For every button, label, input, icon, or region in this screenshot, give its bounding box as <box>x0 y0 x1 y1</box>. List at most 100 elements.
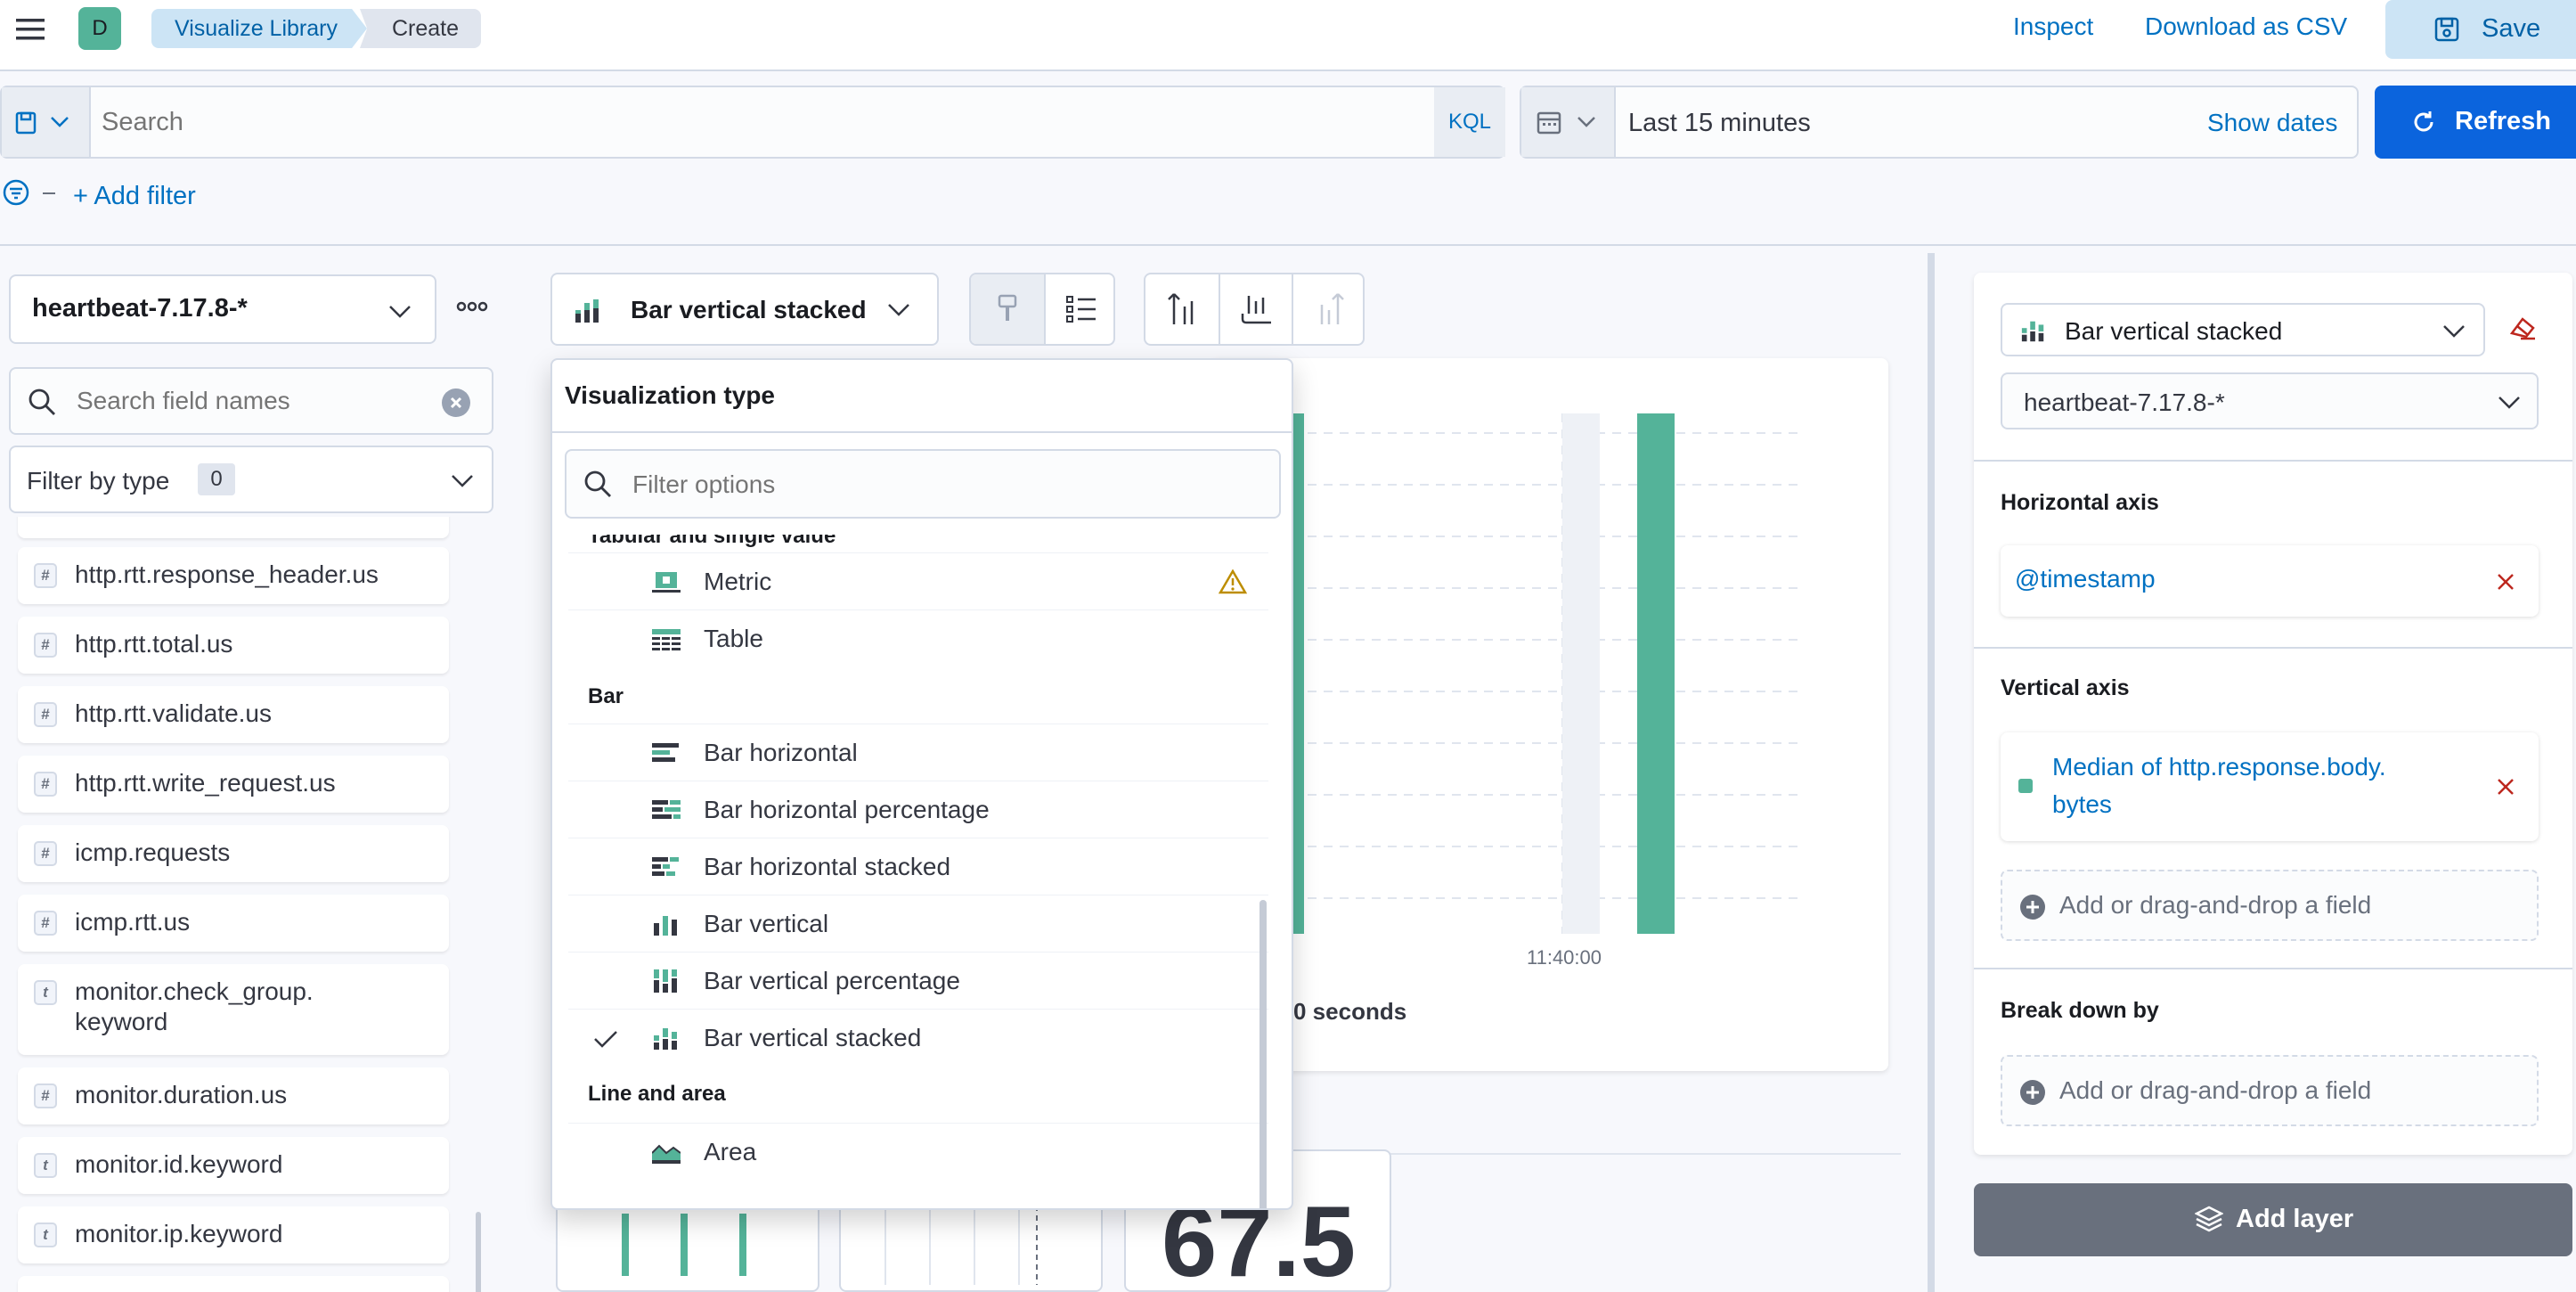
field-item[interactable]: # icmp.rtt.us <box>18 895 449 952</box>
save-button[interactable]: Save <box>2385 0 2576 59</box>
number-type-icon: # <box>34 911 57 936</box>
dimension-label[interactable]: @timestamp <box>2015 565 2156 593</box>
field-item[interactable] <box>18 517 449 538</box>
dropdown-scrollbar[interactable] <box>1259 900 1267 1208</box>
option-bar-vertical[interactable]: Bar vertical <box>568 895 1268 952</box>
field-item[interactable]: t monitor.ip.keyword <box>18 1206 449 1263</box>
quick-select-button[interactable] <box>1521 87 1616 157</box>
index-pattern-picker[interactable]: heartbeat-7.17.8-* <box>9 274 436 344</box>
eraser-icon[interactable] <box>2508 314 2537 342</box>
string-type-icon: t <box>34 980 57 1005</box>
saved-query-menu[interactable] <box>2 87 91 157</box>
field-name: http.rtt.response_header.us <box>75 560 379 588</box>
filter-options-input[interactable] <box>632 463 1256 506</box>
option-bar-horizontal[interactable]: Bar horizontal <box>568 724 1268 781</box>
layer-index-pattern-label: heartbeat-7.17.8-* <box>2024 388 2225 416</box>
bottom-axis-button[interactable] <box>1219 274 1292 344</box>
kql-language-toggle[interactable]: KQL <box>1434 87 1505 157</box>
option-label: Bar horizontal stacked <box>704 853 951 880</box>
field-item[interactable]: # http.rtt.total.us <box>18 617 449 674</box>
chart-bar <box>1293 413 1304 934</box>
bar-vertical-stacked-icon <box>2021 321 2044 342</box>
number-type-icon: # <box>34 633 57 658</box>
field-search-input[interactable] <box>77 380 424 422</box>
more-options-icon[interactable] <box>456 301 488 312</box>
panel-resize-handle[interactable] <box>1928 253 1935 1292</box>
filter-by-type-button[interactable]: Filter by type 0 <box>9 446 493 513</box>
option-bar-horizontal-stacked[interactable]: Bar horizontal stacked <box>568 838 1268 895</box>
number-type-icon: # <box>34 1083 57 1108</box>
field-item[interactable]: # icmp.requests <box>18 825 449 882</box>
field-name: monitor.duration.us <box>75 1081 288 1108</box>
option-bar-horizontal-percentage[interactable]: Bar horizontal percentage <box>568 781 1268 838</box>
dimension-label[interactable]: Median of http.response.body. bytes <box>2052 753 2386 818</box>
search-input[interactable] <box>102 100 1420 144</box>
dropzone-label: Add or drag-and-drop a field <box>2059 891 2372 919</box>
option-bar-vertical-stacked[interactable]: Bar vertical stacked <box>568 1009 1268 1066</box>
show-dates-link[interactable]: Show dates <box>2207 109 2338 136</box>
filter-options-search[interactable] <box>565 449 1281 519</box>
breadcrumb-visualize-library[interactable]: Visualize Library <box>151 9 367 48</box>
warning-icon <box>1219 569 1247 594</box>
left-axis-button[interactable] <box>1145 274 1219 344</box>
field-name: http.rtt.validate.us <box>75 699 273 727</box>
series-color-swatch[interactable] <box>2018 779 2033 793</box>
divider <box>1974 968 2572 969</box>
field-list-scrollbar[interactable] <box>476 1212 481 1292</box>
chevron-down-icon <box>888 304 909 316</box>
divider <box>1974 460 2572 462</box>
download-csv-link[interactable]: Download as CSV <box>2145 12 2348 40</box>
layer-chart-type-select[interactable]: Bar vertical stacked <box>2001 303 2485 356</box>
filter-menu-icon[interactable] <box>2 178 30 207</box>
field-item[interactable] <box>18 1276 449 1292</box>
space-avatar[interactable]: D <box>78 7 121 50</box>
field-item[interactable]: # http.rtt.response_header.us <box>18 547 449 604</box>
option-label: Metric <box>704 568 772 595</box>
chart-type-switcher[interactable]: Bar vertical stacked <box>550 273 939 346</box>
option-bar-vertical-percentage[interactable]: Bar vertical percentage <box>568 952 1268 1009</box>
field-item[interactable]: # monitor.duration.us <box>18 1067 449 1124</box>
option-metric[interactable]: Metric <box>568 552 1268 609</box>
right-axis-button[interactable] <box>1292 274 1365 344</box>
option-label: Table <box>704 625 763 652</box>
bar-vertical-stacked-icon <box>575 299 599 323</box>
field-item[interactable]: t monitor.check_group. keyword <box>18 964 449 1055</box>
field-name: monitor.check_group. keyword <box>75 977 314 1035</box>
visual-options-button[interactable] <box>971 274 1044 344</box>
close-icon[interactable] <box>2496 777 2515 797</box>
add-layer-label: Add layer <box>2236 1205 2354 1233</box>
horizontal-axis-dimension[interactable]: @timestamp <box>2001 545 2539 617</box>
field-name: monitor.ip.keyword <box>75 1220 283 1247</box>
number-type-icon: # <box>34 841 57 866</box>
option-area[interactable]: Area <box>568 1123 1268 1180</box>
add-layer-button[interactable]: Add layer <box>1974 1183 2572 1256</box>
field-item[interactable]: # http.rtt.write_request.us <box>18 756 449 813</box>
field-list-panel: heartbeat-7.17.8-* Filter by type 0 # htt… <box>0 248 520 1292</box>
menu-icon[interactable] <box>14 16 46 43</box>
field-item[interactable]: t monitor.id.keyword <box>18 1137 449 1194</box>
number-type-icon: # <box>34 772 57 797</box>
field-search[interactable] <box>9 367 493 435</box>
legend-options-button[interactable] <box>1044 274 1115 344</box>
vertical-axis-heading: Vertical axis <box>2001 675 2130 700</box>
breadcrumb-create: Create <box>360 9 481 48</box>
divider <box>1974 647 2572 649</box>
bar-horizontal-icon <box>652 743 679 762</box>
refresh-button[interactable]: Refresh <box>2375 86 2576 159</box>
layer-config-panel: Bar vertical stacked heartbeat-7.17.8-* … <box>1974 273 2572 1155</box>
add-vertical-field-dropzone[interactable]: Add or drag-and-drop a field <box>2001 870 2539 941</box>
chevron-down-icon <box>51 117 69 127</box>
add-breakdown-field-dropzone[interactable]: Add or drag-and-drop a field <box>2001 1055 2539 1126</box>
inspect-link[interactable]: Inspect <box>2013 12 2094 40</box>
layer-index-pattern-select[interactable]: heartbeat-7.17.8-* <box>2001 372 2539 429</box>
vertical-axis-metric[interactable]: Median of http.response.body. bytes <box>2001 732 2539 841</box>
chevron-down-icon <box>2499 397 2520 409</box>
close-icon[interactable] <box>2496 572 2515 592</box>
field-item[interactable]: # http.rtt.validate.us <box>18 686 449 743</box>
time-range-label[interactable]: Last 15 minutes <box>1628 109 1811 137</box>
visualization-type-dropdown: Visualization type Tabular and single va… <box>550 358 1293 1210</box>
option-table[interactable]: Table <box>568 609 1268 666</box>
add-filter-button[interactable]: + Add filter <box>73 182 196 210</box>
clear-icon[interactable] <box>442 388 470 417</box>
layers-icon <box>2195 1206 2223 1232</box>
